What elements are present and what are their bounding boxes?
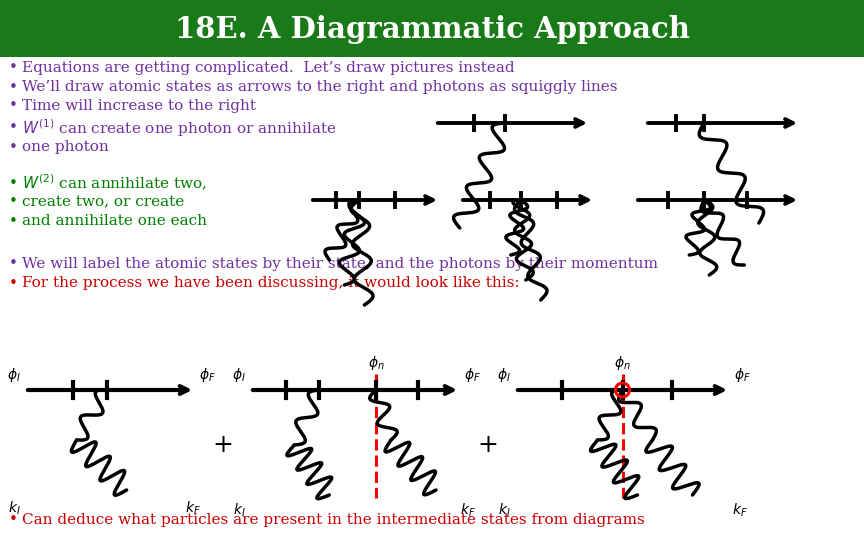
Text: 18E. A Diagrammatic Approach: 18E. A Diagrammatic Approach bbox=[175, 16, 689, 44]
Text: $W^{(1)}$ can create one photon or annihilate: $W^{(1)}$ can create one photon or annih… bbox=[22, 117, 336, 139]
Text: •: • bbox=[9, 79, 17, 94]
Text: $\phi_I$: $\phi_I$ bbox=[7, 366, 21, 384]
Text: We will label the atomic states by their state, and the photons by their momentu: We will label the atomic states by their… bbox=[22, 257, 658, 271]
Text: $\phi_F$: $\phi_F$ bbox=[464, 366, 481, 384]
Text: $\phi_F$: $\phi_F$ bbox=[199, 366, 216, 384]
Text: $\phi_I$: $\phi_I$ bbox=[232, 366, 246, 384]
Text: create two, or create: create two, or create bbox=[22, 195, 184, 209]
Text: •: • bbox=[9, 213, 17, 228]
Text: •: • bbox=[9, 176, 17, 191]
Text: $k_F$: $k_F$ bbox=[460, 502, 476, 519]
Text: •: • bbox=[9, 275, 17, 291]
Text: $k_F$: $k_F$ bbox=[185, 500, 200, 517]
Text: Can deduce what particles are present in the intermediate states from diagrams: Can deduce what particles are present in… bbox=[22, 513, 645, 527]
Text: •: • bbox=[9, 98, 17, 113]
Text: $W^{(2)}$ can annihilate two,: $W^{(2)}$ can annihilate two, bbox=[22, 173, 207, 193]
FancyBboxPatch shape bbox=[0, 0, 864, 57]
Text: +: + bbox=[477, 433, 498, 457]
Text: •: • bbox=[9, 60, 17, 76]
Text: $k_I$: $k_I$ bbox=[9, 500, 21, 517]
Text: •: • bbox=[9, 194, 17, 210]
Text: •: • bbox=[9, 139, 17, 154]
Text: •: • bbox=[9, 120, 17, 136]
Text: $\phi_F$: $\phi_F$ bbox=[734, 366, 751, 384]
Text: $k_I$: $k_I$ bbox=[233, 502, 246, 519]
Text: For the process we have been discussing, it would look like this:: For the process we have been discussing,… bbox=[22, 276, 519, 290]
Text: $k_F$: $k_F$ bbox=[732, 502, 747, 519]
Text: $\phi_n$: $\phi_n$ bbox=[614, 354, 631, 372]
Text: •: • bbox=[9, 256, 17, 272]
Text: We’ll draw atomic states as arrows to the right and photons as squiggly lines: We’ll draw atomic states as arrows to th… bbox=[22, 80, 618, 94]
Text: $\phi_n$: $\phi_n$ bbox=[368, 354, 384, 372]
Text: $\phi_I$: $\phi_I$ bbox=[498, 366, 511, 384]
Text: and annihilate one each: and annihilate one each bbox=[22, 214, 207, 228]
Text: +: + bbox=[212, 433, 233, 457]
Text: Equations are getting complicated.  Let’s draw pictures instead: Equations are getting complicated. Let’s… bbox=[22, 61, 515, 75]
Text: •: • bbox=[9, 512, 17, 528]
Text: $k_I$: $k_I$ bbox=[499, 502, 511, 519]
Text: Time will increase to the right: Time will increase to the right bbox=[22, 99, 256, 113]
Text: one photon: one photon bbox=[22, 140, 109, 154]
